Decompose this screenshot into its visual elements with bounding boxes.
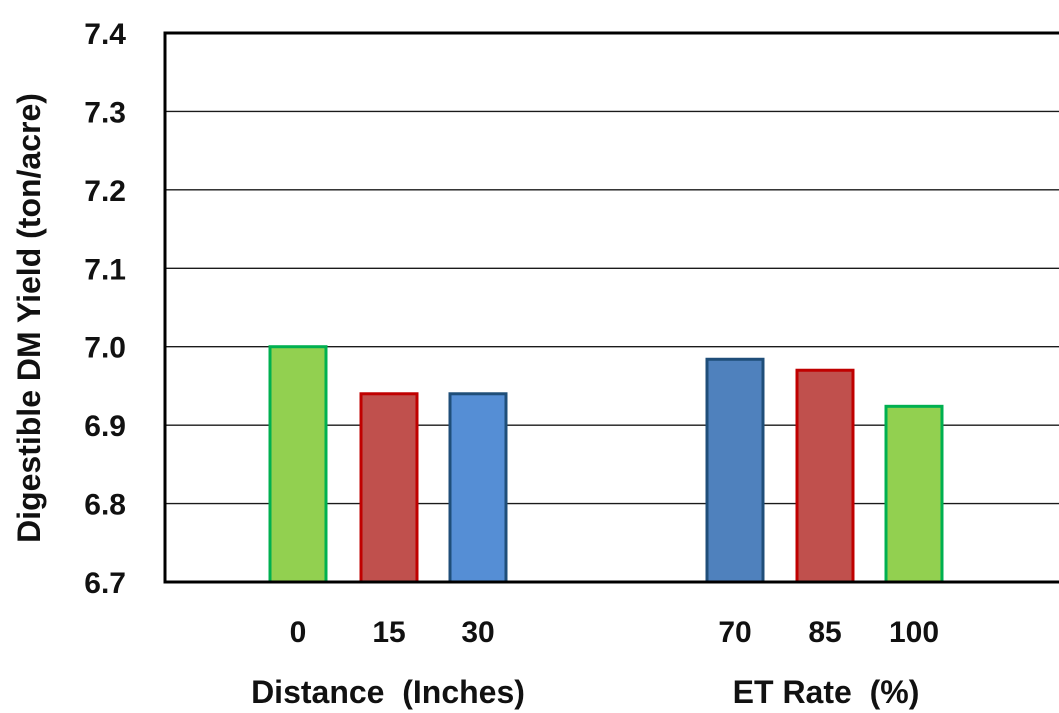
y-tick-label: 7.2 xyxy=(84,175,126,208)
x-axis-title-distance: Distance (Inches) xyxy=(251,674,525,710)
x-tick-label: 70 xyxy=(718,616,751,649)
y-tick-label: 6.9 xyxy=(84,410,126,443)
bar xyxy=(268,345,328,584)
bar xyxy=(359,392,419,584)
y-tick-label: 7.3 xyxy=(84,96,126,129)
bar xyxy=(795,368,855,584)
bars xyxy=(268,345,944,584)
y-tick-label: 7.0 xyxy=(84,332,126,365)
y-tick-label: 7.1 xyxy=(84,253,126,286)
x-tick-label: 30 xyxy=(461,616,494,649)
y-tick-labels: 6.7 6.8 6.9 7.0 7.1 7.2 7.3 7.4 xyxy=(84,18,126,600)
x-tick-label: 0 xyxy=(290,616,307,649)
axes xyxy=(163,31,1059,584)
y-tick-label: 6.7 xyxy=(84,567,126,600)
x-category-labels: 0 15 30 70 85 100 xyxy=(290,616,939,649)
x-tick-label: 15 xyxy=(372,616,405,649)
y-axis-title: Digestible DM Yield (ton/acre) xyxy=(11,93,47,543)
bar xyxy=(705,357,765,584)
bar xyxy=(884,404,944,584)
bar xyxy=(448,392,508,584)
x-axis-title-et-rate: ET Rate (%) xyxy=(733,674,920,710)
y-tick-label: 6.8 xyxy=(84,489,126,522)
x-tick-label: 85 xyxy=(808,616,841,649)
x-tick-label: 100 xyxy=(889,616,939,649)
y-tick-label: 7.4 xyxy=(84,18,126,51)
